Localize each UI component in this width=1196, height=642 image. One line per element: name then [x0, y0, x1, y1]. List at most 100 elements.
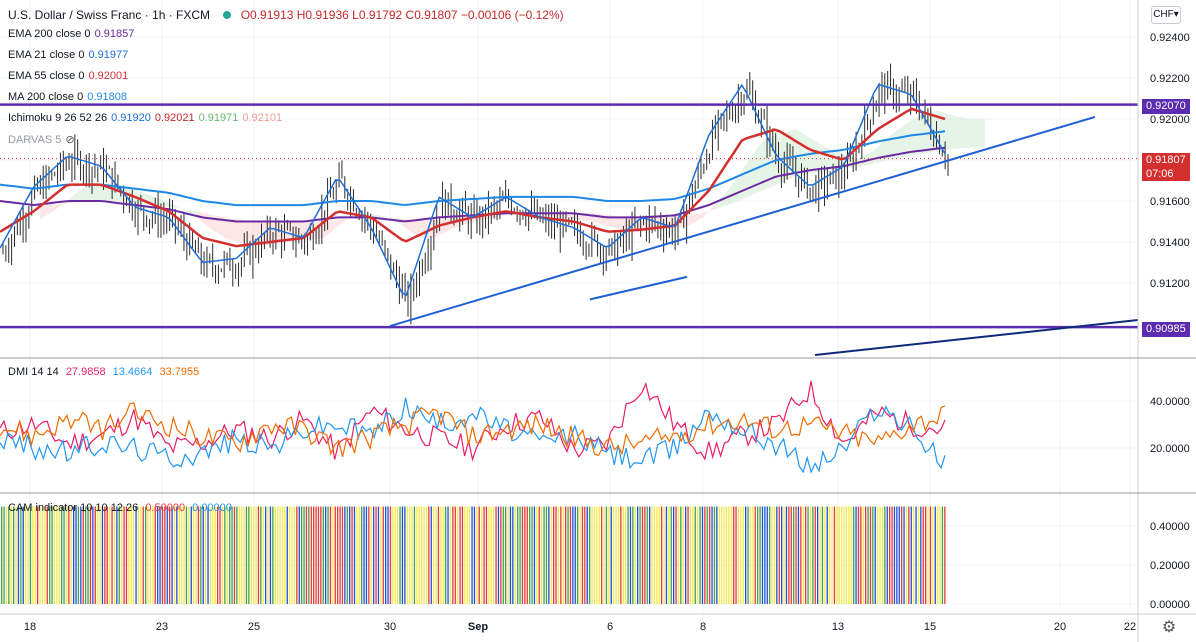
cam-bar [255, 506, 257, 604]
cam-bar [826, 506, 828, 604]
cam-bar [20, 506, 22, 604]
last-price-tag: 0.91807 [1142, 153, 1190, 168]
cam-bar [905, 506, 908, 604]
cam-bar [329, 506, 332, 604]
cam-bar [399, 506, 401, 604]
cam-bar [397, 506, 399, 604]
cam-bar [142, 506, 144, 604]
cam-bar [747, 506, 749, 604]
cam-bar [473, 506, 476, 604]
eye-hidden-icon[interactable]: ⊘ [65, 134, 75, 146]
moving-averages [0, 83, 946, 297]
cloud-segment [87, 184, 103, 201]
cam-bar [836, 506, 838, 604]
cam-bar [752, 506, 754, 604]
cloud-segment [937, 110, 954, 151]
indicator-label: Ichimoku 9 26 52 26 [8, 112, 108, 124]
cam-bar [925, 506, 927, 604]
cam-bar [361, 506, 363, 604]
cam-bar [608, 506, 610, 604]
cam-bar [687, 506, 689, 604]
cam-bar [82, 506, 84, 604]
cam-bar [601, 506, 603, 604]
cam-bar [461, 506, 464, 604]
gear-icon[interactable]: ⚙ [1161, 619, 1177, 636]
indicator-label: DARVAS 5 [8, 134, 62, 146]
cam-bar [418, 506, 420, 604]
cam-bar [917, 506, 920, 604]
indicator-value: 0.92101 [242, 112, 283, 124]
cam-bar [123, 506, 125, 604]
cam-bar [171, 506, 173, 604]
cam-bar [555, 506, 557, 604]
cam-bar [617, 506, 620, 604]
cam-bar [219, 506, 221, 604]
cam-bar [716, 506, 718, 604]
cam-bar [421, 506, 423, 604]
cam-bar [603, 506, 605, 604]
indicator-label: EMA 200 close 0 [8, 28, 91, 40]
cam-bar [291, 506, 293, 604]
cam-bar [833, 506, 836, 604]
cam-bar [212, 506, 214, 604]
cam-bar [334, 506, 336, 604]
cam-bar [937, 506, 939, 604]
cam-bar [195, 506, 197, 604]
cam-bar [104, 506, 106, 604]
cam-bar [454, 506, 456, 604]
cam-bar [77, 506, 80, 604]
cam-bar [428, 506, 430, 604]
cloud-segment [496, 213, 513, 217]
cam-bar [68, 506, 70, 604]
cam-bar [476, 506, 478, 604]
cam-bar [596, 506, 598, 604]
cam-bar [637, 506, 639, 604]
time-tick-label: 15 [924, 621, 936, 633]
cam-bar [49, 506, 51, 604]
indicator-value: 0.92001 [88, 70, 129, 82]
cam-bar [344, 506, 346, 604]
cam-bar [401, 506, 404, 604]
cam-bar [685, 506, 687, 604]
currency-button[interactable]: CHF▾ [1151, 6, 1181, 24]
cam-bar [845, 506, 848, 604]
cam-bar [317, 506, 320, 604]
cam-bar [817, 506, 819, 604]
cam-bar [245, 506, 248, 604]
cam-bar [538, 506, 540, 604]
cam-bar [116, 506, 118, 604]
cam-bar [565, 506, 567, 604]
price-tick-label: 0.91200 [1150, 278, 1190, 290]
cam-bar [572, 506, 574, 604]
cam-bar [843, 506, 845, 604]
cam-bar [898, 506, 900, 604]
cam-bar [692, 506, 694, 604]
cam-bar [22, 506, 24, 604]
cam-bar [181, 506, 183, 604]
cam-bar [824, 506, 826, 604]
cam-bar [157, 506, 159, 604]
rising-trendline [389, 115, 1096, 328]
cam-bar [536, 506, 538, 604]
cam-bar [265, 506, 267, 604]
cloud-segment [717, 183, 733, 209]
cam-bar [437, 506, 440, 604]
cam-bar [435, 506, 437, 604]
cam-bar [922, 506, 924, 604]
cam-bar [358, 506, 360, 604]
cam-bar [92, 506, 94, 604]
cam-bar [857, 506, 860, 604]
cam-bar [241, 506, 243, 604]
cam-bar [257, 506, 260, 604]
ema-21-line [0, 83, 946, 297]
cam-bar [243, 506, 245, 604]
cam-bar [613, 506, 615, 604]
support-price-tag: 0.90985 [1142, 322, 1190, 337]
cam-bar [502, 506, 504, 604]
cam-bar [728, 506, 730, 604]
cam-bar [99, 506, 101, 604]
cam-bar [682, 506, 684, 604]
cam-bar [39, 506, 41, 604]
